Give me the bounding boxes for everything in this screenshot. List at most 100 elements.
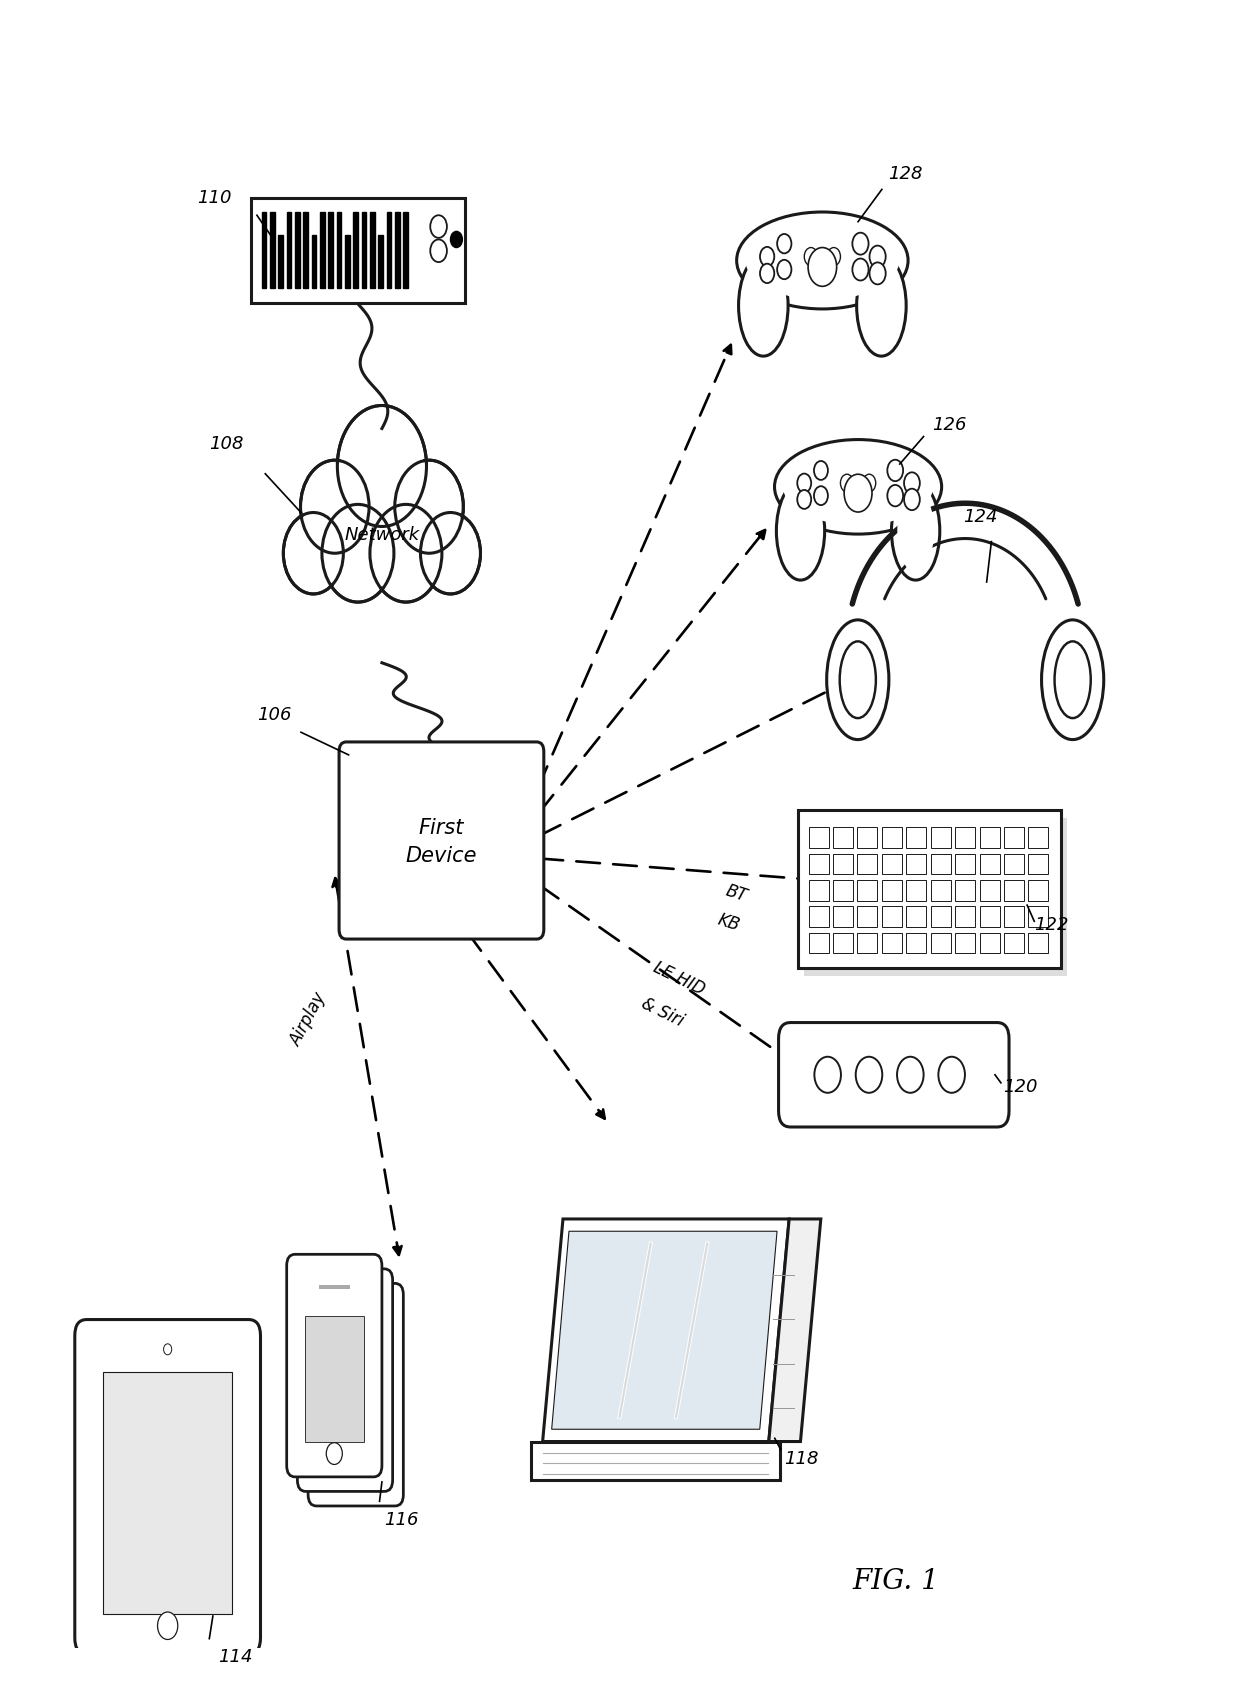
Ellipse shape <box>782 491 818 572</box>
Bar <box>1028 880 1048 902</box>
Text: 110: 110 <box>197 188 232 207</box>
Bar <box>833 854 853 875</box>
Bar <box>980 907 999 927</box>
Circle shape <box>157 1611 177 1640</box>
Bar <box>337 214 341 288</box>
Bar <box>808 880 828 902</box>
FancyBboxPatch shape <box>339 742 544 940</box>
Circle shape <box>841 474 853 493</box>
Bar <box>858 854 878 875</box>
Bar <box>931 828 951 848</box>
Circle shape <box>856 1056 883 1093</box>
Ellipse shape <box>1042 621 1104 740</box>
Bar <box>980 934 999 954</box>
Bar <box>270 214 274 288</box>
Circle shape <box>797 474 811 493</box>
Bar <box>319 1285 350 1288</box>
Bar <box>955 828 975 848</box>
Text: & Siri: & Siri <box>637 994 686 1029</box>
Circle shape <box>430 241 446 262</box>
Text: KB: KB <box>715 910 742 934</box>
Bar <box>931 907 951 927</box>
Bar <box>980 828 999 848</box>
Bar <box>980 880 999 902</box>
Bar <box>250 198 465 304</box>
Circle shape <box>897 1056 924 1093</box>
Ellipse shape <box>745 264 781 348</box>
Circle shape <box>394 461 464 553</box>
Circle shape <box>423 516 479 592</box>
Circle shape <box>904 489 920 511</box>
Circle shape <box>164 1344 171 1356</box>
Bar <box>1028 854 1048 875</box>
Circle shape <box>813 463 828 481</box>
Bar <box>531 1441 780 1480</box>
Ellipse shape <box>1054 643 1091 718</box>
Bar <box>882 907 901 927</box>
Circle shape <box>904 473 920 495</box>
FancyBboxPatch shape <box>308 1283 403 1505</box>
Bar <box>808 907 828 927</box>
Text: FIG. 1: FIG. 1 <box>852 1568 939 1595</box>
Bar <box>882 934 901 954</box>
FancyBboxPatch shape <box>74 1320 260 1653</box>
Bar <box>906 880 926 902</box>
Bar <box>1004 907 1024 927</box>
Circle shape <box>450 232 463 249</box>
Circle shape <box>430 215 446 239</box>
Bar <box>262 214 267 288</box>
Bar <box>931 854 951 875</box>
Bar <box>329 214 332 288</box>
Circle shape <box>888 461 903 481</box>
Bar <box>833 907 853 927</box>
Bar <box>906 854 926 875</box>
Text: Airplay: Airplay <box>286 989 330 1048</box>
Circle shape <box>808 249 837 288</box>
Text: 114: 114 <box>218 1647 252 1665</box>
Polygon shape <box>543 1219 789 1441</box>
Bar <box>808 934 828 954</box>
Circle shape <box>397 464 461 550</box>
Ellipse shape <box>784 449 932 525</box>
Bar <box>906 828 926 848</box>
Circle shape <box>939 1056 965 1093</box>
Bar <box>833 934 853 954</box>
Bar <box>305 1315 365 1441</box>
Bar <box>1028 907 1048 927</box>
Circle shape <box>341 410 423 523</box>
Bar <box>799 811 1061 969</box>
Circle shape <box>813 486 828 506</box>
Circle shape <box>869 247 885 269</box>
Bar <box>1004 934 1024 954</box>
Bar <box>833 828 853 848</box>
Text: 108: 108 <box>210 434 244 452</box>
Circle shape <box>777 261 791 279</box>
Ellipse shape <box>898 491 934 572</box>
Text: 126: 126 <box>932 415 966 434</box>
Bar <box>858 828 878 848</box>
Bar <box>833 880 853 902</box>
Bar <box>808 828 828 848</box>
Circle shape <box>370 505 441 602</box>
Bar <box>103 1373 232 1613</box>
Circle shape <box>303 464 367 550</box>
Ellipse shape <box>775 441 941 535</box>
Text: 118: 118 <box>784 1448 818 1467</box>
Bar <box>882 880 901 902</box>
Bar <box>931 880 951 902</box>
Text: Network: Network <box>345 525 419 543</box>
Circle shape <box>326 1443 342 1465</box>
Circle shape <box>852 234 868 256</box>
Circle shape <box>852 259 868 281</box>
Bar <box>1004 828 1024 848</box>
Circle shape <box>760 247 774 267</box>
Text: First
Device: First Device <box>405 817 477 865</box>
Bar <box>286 214 291 288</box>
Bar <box>858 934 878 954</box>
Circle shape <box>777 235 791 254</box>
Bar <box>955 934 975 954</box>
Circle shape <box>420 513 480 595</box>
Bar <box>345 235 350 288</box>
Text: BT: BT <box>724 881 749 905</box>
Bar <box>387 214 392 288</box>
